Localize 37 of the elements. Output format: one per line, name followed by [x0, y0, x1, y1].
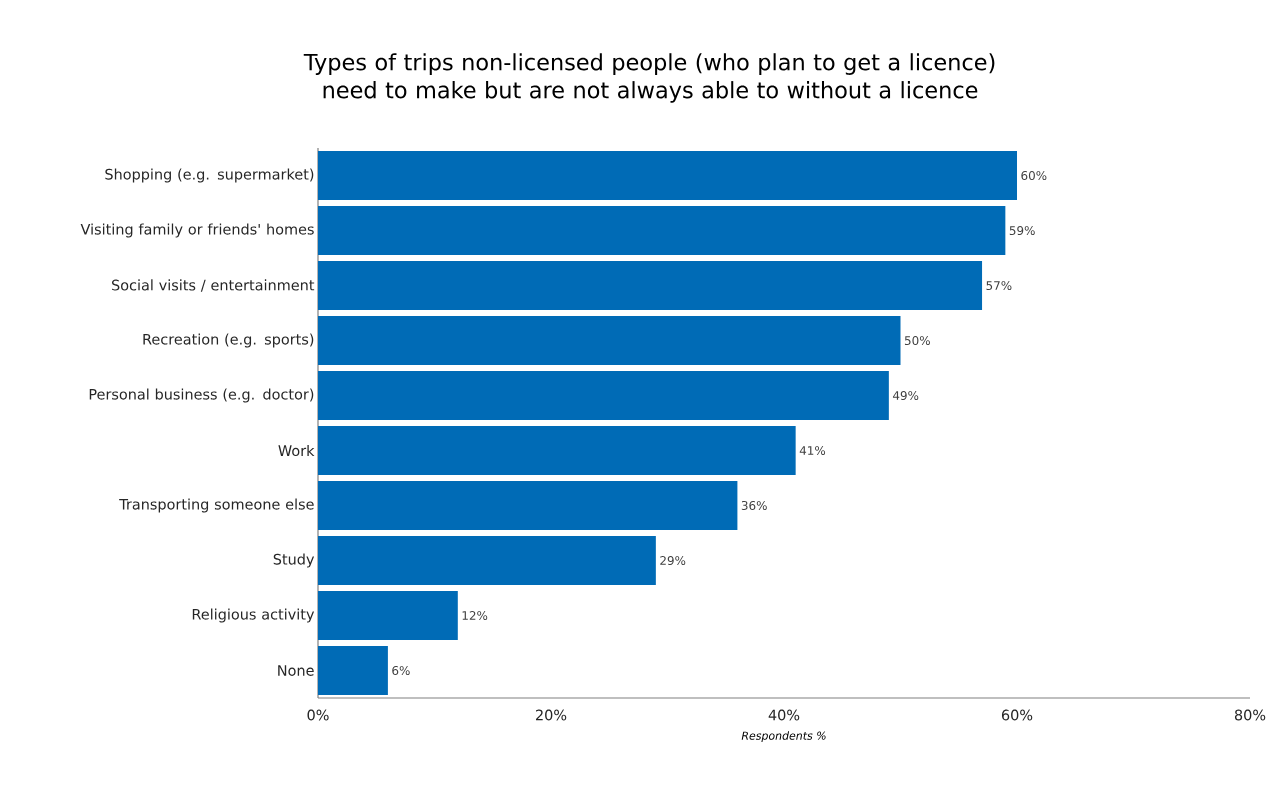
- data-label: 59%: [1009, 225, 1035, 236]
- y-tick-label: None: [278, 665, 314, 676]
- bar: [318, 151, 1017, 201]
- data-label: 41%: [799, 445, 826, 456]
- data-label: 12%: [462, 610, 488, 621]
- data-label: 50%: [904, 335, 930, 346]
- bar: [318, 481, 738, 531]
- bar: [318, 371, 889, 421]
- bar: [318, 591, 458, 641]
- y-tick-label: Visiting family or friends' homes: [80, 223, 314, 238]
- data-label: 60%: [1021, 170, 1047, 181]
- x-axis-title: Respondents %: [741, 731, 826, 742]
- x-tick-label: 60%: [1001, 709, 1033, 721]
- x-tick-label: 0%: [307, 709, 329, 721]
- bar: [318, 646, 388, 696]
- x-tick-label: 80%: [1234, 709, 1266, 721]
- bar: [318, 536, 656, 586]
- bar: [318, 426, 796, 476]
- y-tick-label: Religious activity: [192, 608, 315, 623]
- data-label: 49%: [892, 390, 919, 401]
- data-label: 57%: [986, 280, 1012, 291]
- bar: [318, 316, 901, 366]
- y-tick-label: Personal business (e.g. doctor): [89, 388, 314, 403]
- data-label: 29%: [660, 555, 686, 566]
- bar: [318, 261, 983, 311]
- y-tick-label: Study: [273, 553, 315, 568]
- x-tick-label: 40%: [768, 709, 800, 721]
- data-label: 6%: [392, 665, 410, 676]
- bar: [318, 206, 1006, 256]
- y-tick-label: Recreation (e.g. sports): [143, 333, 314, 348]
- y-tick-label: Shopping (e.g. supermarket): [105, 168, 314, 183]
- y-tick-label: Work: [278, 444, 315, 457]
- data-label: 36%: [741, 500, 767, 511]
- y-tick-label: Transporting someone else: [119, 498, 314, 513]
- y-tick-label: Social visits / entertainment: [112, 279, 315, 292]
- chart-title: Types of trips non-licensed people (who plan to get a licence) need to make but are not always able to without a licence: [303, 53, 995, 103]
- x-tick-label: 20%: [536, 709, 567, 721]
